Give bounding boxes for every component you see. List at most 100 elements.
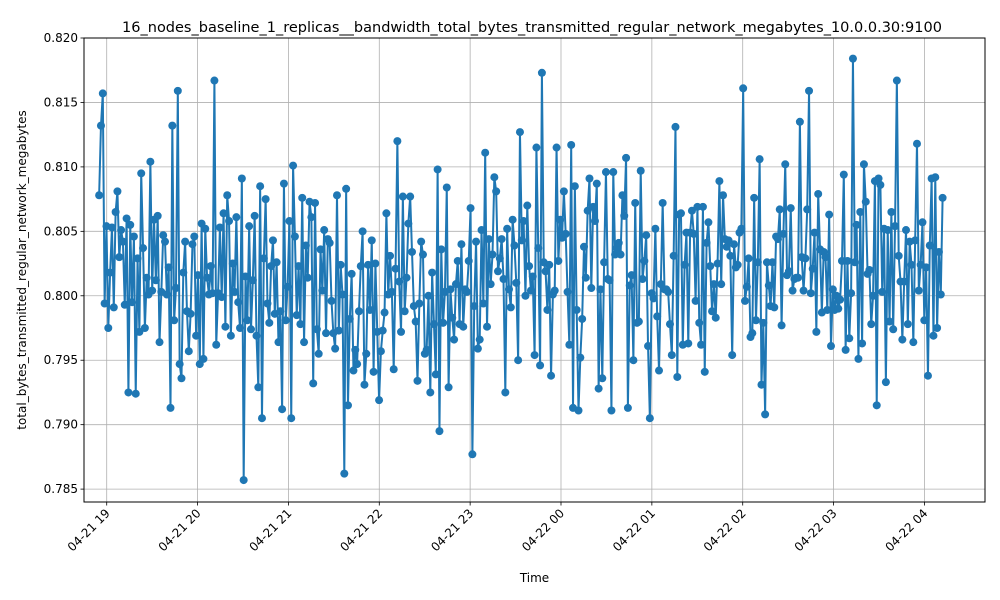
data-point <box>477 226 486 235</box>
data-point <box>325 238 334 247</box>
data-point <box>530 351 539 360</box>
data-point <box>581 273 590 282</box>
series-line <box>98 57 944 482</box>
data-point <box>741 296 749 305</box>
data-point <box>708 307 717 316</box>
data-point <box>356 262 365 271</box>
data-point <box>243 316 252 325</box>
data-point <box>543 305 552 314</box>
data-point <box>457 240 466 249</box>
plot-area-frame <box>83 37 986 503</box>
data-point <box>312 325 321 334</box>
data-point <box>95 191 104 200</box>
data-point <box>821 253 830 262</box>
data-point <box>159 231 168 240</box>
data-point <box>276 307 285 316</box>
data-point <box>362 349 371 358</box>
data-point <box>241 272 250 281</box>
data-point <box>561 229 570 238</box>
data-point <box>715 177 724 186</box>
data-point <box>166 403 175 412</box>
data-point <box>517 236 526 245</box>
data-point <box>585 174 594 183</box>
data-point <box>805 86 814 95</box>
data-point <box>113 187 122 196</box>
data-point <box>733 260 742 269</box>
y-axis-label: total_bytes_transmitted_regular_network_… <box>15 110 29 430</box>
data-point <box>728 351 737 360</box>
data-point <box>358 227 367 236</box>
data-point <box>129 232 138 241</box>
data-point <box>903 320 912 329</box>
data-point <box>620 211 629 220</box>
data-point <box>689 229 698 238</box>
data-point <box>737 224 746 233</box>
data-point <box>462 287 471 296</box>
data-point <box>667 351 676 360</box>
data-point <box>559 187 568 196</box>
data-point <box>508 215 517 224</box>
data-point <box>567 140 576 149</box>
data-point <box>164 263 173 272</box>
data-point <box>170 316 179 325</box>
data-point <box>856 208 865 216</box>
data-point <box>514 356 523 365</box>
data-point <box>279 179 288 188</box>
data-point <box>751 316 760 325</box>
data-point <box>468 450 477 459</box>
data-point <box>98 89 107 98</box>
data-point <box>918 218 927 227</box>
data-point <box>131 389 140 398</box>
data-point <box>314 349 323 358</box>
data-point <box>806 289 815 298</box>
data-point <box>406 192 415 201</box>
data-point <box>450 335 459 344</box>
y-tick-label: 0.795 <box>44 353 78 367</box>
data-point <box>693 202 702 211</box>
data-point <box>301 241 310 250</box>
data-point <box>215 223 224 232</box>
data-point <box>475 335 484 344</box>
data-point <box>912 139 921 148</box>
data-point <box>349 366 358 375</box>
data-point <box>208 289 217 298</box>
data-point <box>883 226 892 235</box>
data-point <box>671 122 680 131</box>
data-point <box>300 338 309 347</box>
data-point <box>248 276 257 285</box>
data-point <box>770 303 779 312</box>
x-axis-label: Time <box>519 571 549 585</box>
data-point <box>625 281 634 290</box>
data-point <box>303 273 312 282</box>
data-point <box>902 226 911 235</box>
data-point <box>698 202 707 211</box>
data-point <box>495 254 504 263</box>
data-point <box>757 380 766 389</box>
data-point <box>309 379 318 388</box>
data-point <box>803 205 812 214</box>
data-point <box>494 267 502 276</box>
data-point <box>122 214 131 223</box>
data-point <box>887 208 896 216</box>
data-point <box>607 406 616 415</box>
data-point <box>794 273 803 282</box>
data-point <box>874 174 883 183</box>
data-point <box>810 228 819 237</box>
data-point <box>872 401 881 410</box>
data-point <box>839 170 848 179</box>
data-point <box>704 218 713 227</box>
data-point <box>869 291 878 300</box>
data-point <box>371 259 380 268</box>
data-point <box>212 340 221 349</box>
data-point <box>210 76 219 85</box>
data-point <box>367 236 376 245</box>
data-point <box>933 324 942 332</box>
data-point <box>850 258 859 267</box>
data-point <box>470 302 479 311</box>
data-point <box>537 68 546 77</box>
data-point <box>574 406 583 415</box>
data-point <box>111 208 120 216</box>
data-point <box>117 226 126 235</box>
data-point <box>375 396 384 405</box>
data-point <box>700 367 709 376</box>
